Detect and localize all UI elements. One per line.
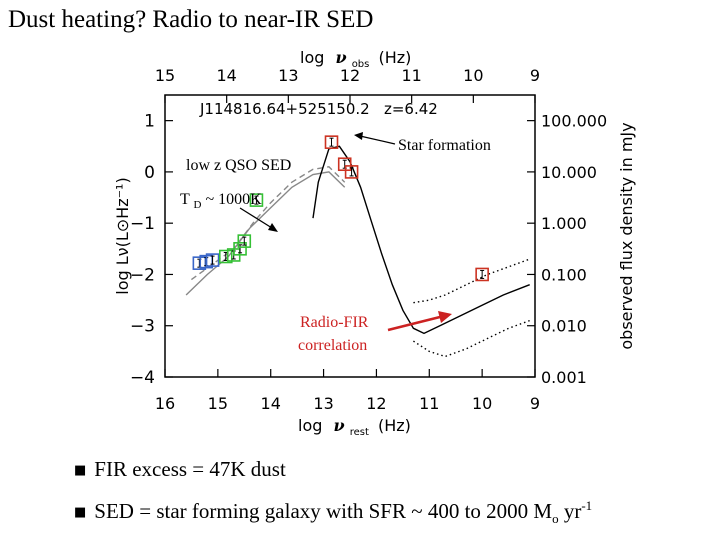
ticks-group: 16 15 14 13 12 11 10 915 14 13 12 11 10 910−1−2−3−410… [130, 66, 607, 413]
series-line [413, 319, 530, 358]
right-tick-label: 0.100 [541, 265, 587, 284]
bullet-sed: ■ SED = star forming galaxy with SFR ~ 40… [74, 498, 592, 527]
left-tick-label: 1 [144, 112, 155, 132]
series-line [413, 258, 530, 304]
bottom-tick-label: 10 [472, 394, 492, 413]
data-point [237, 234, 252, 248]
left-axis-title: log Lν(L⊙Hz⁻¹) [113, 177, 132, 294]
right-tick-label: 0.001 [541, 368, 587, 387]
dust-arrowhead [268, 223, 278, 232]
bullet-sed-sub: o [552, 511, 559, 527]
left-tick-label: −4 [130, 368, 155, 388]
annotation-dust-temp: T D ~ 1000K [180, 191, 262, 212]
top-axis-unit: (Hz) [378, 48, 411, 67]
left-tick-label: −1 [130, 214, 155, 234]
bottom-tick-label: 15 [208, 394, 228, 413]
series-line [312, 145, 530, 335]
data-point [324, 135, 339, 149]
data-point [192, 256, 207, 270]
bullet-square-icon: ■ [74, 505, 87, 520]
bullet-fir-excess: ■ FIR excess = 47K dust [74, 457, 286, 482]
right-tick-label: 1.000 [541, 214, 587, 233]
left-tick-label: −3 [130, 317, 155, 337]
top-axis-nu: ν [335, 48, 346, 67]
data-point [249, 193, 264, 207]
annotation-dust-rest: ~ 1000K [205, 191, 262, 208]
bullet-sed-sup: -1 [581, 498, 593, 513]
bottom-axis-unit: (Hz) [378, 416, 411, 435]
right-tick-label: 100.000 [541, 112, 607, 131]
bottom-axis-nu: ν [333, 416, 344, 435]
star-formation-arrowhead [354, 132, 363, 140]
top-tick-label: 13 [278, 66, 298, 85]
data-point [218, 249, 233, 264]
bottom-axis-sub: rest [350, 427, 369, 438]
top-tick-label: 12 [340, 66, 360, 85]
data-point [205, 253, 220, 267]
radio-fir-arrow [387, 315, 441, 332]
right-axis-title: observed flux density in mJy [617, 122, 636, 349]
bullet-fir-text: FIR excess = 47K dust [94, 457, 286, 481]
bottom-tick-label: 16 [155, 394, 175, 413]
bottom-axis-title: log ν rest (Hz) [298, 416, 411, 439]
bottom-tick-label: 13 [313, 394, 333, 413]
data-point [344, 165, 359, 179]
bullet-sed-pre: SED = star forming galaxy with SFR ~ 400… [94, 499, 553, 523]
top-tick-label: 15 [155, 66, 175, 85]
top-axis-title: log ν obs (Hz) [300, 48, 411, 71]
object-label: J114816.64+525150.2 z=6.42 [199, 100, 438, 118]
points-group [192, 135, 489, 282]
bullet-square-icon: ■ [74, 463, 87, 478]
bullet-sed-mid: yr [558, 499, 582, 523]
annotation-star-formation: Star formation [398, 137, 491, 154]
bottom-tick-label: 14 [261, 394, 281, 413]
bottom-tick-label: 11 [419, 394, 439, 413]
data-point [337, 157, 352, 172]
annotation-radio-fir-2: correlation [298, 337, 367, 354]
top-tick-label: 10 [463, 66, 483, 85]
series-line [190, 166, 346, 281]
slide-title: Dust heating? Radio to near-IR SED [8, 6, 374, 33]
data-point [233, 242, 247, 256]
data-point [475, 267, 489, 282]
right-tick-label: 10.000 [541, 163, 597, 182]
top-tick-label: 11 [401, 66, 421, 85]
series-line [185, 171, 346, 296]
top-axis-log: log [300, 48, 324, 67]
top-axis-sub: obs [352, 59, 370, 70]
top-tick-label: 14 [216, 66, 236, 85]
right-tick-label: 0.010 [541, 317, 587, 336]
annotation-qso-sed: low z QSO SED [186, 157, 291, 174]
bottom-tick-label: 9 [530, 394, 540, 413]
star-formation-arrow [359, 135, 396, 145]
top-tick-label: 9 [530, 66, 540, 85]
bottom-axis-log: log [298, 416, 322, 435]
annotation-dust-t: T [180, 191, 190, 208]
annotation-radio-fir-1: Radio-FIR [300, 314, 369, 331]
dust-arrow [239, 207, 273, 229]
bottom-tick-label: 12 [366, 394, 386, 413]
left-tick-label: 0 [144, 163, 155, 183]
left-tick-label: −2 [130, 265, 155, 285]
radio-fir-arrowhead [438, 311, 452, 323]
annotation-dust-sub: D [193, 199, 201, 211]
